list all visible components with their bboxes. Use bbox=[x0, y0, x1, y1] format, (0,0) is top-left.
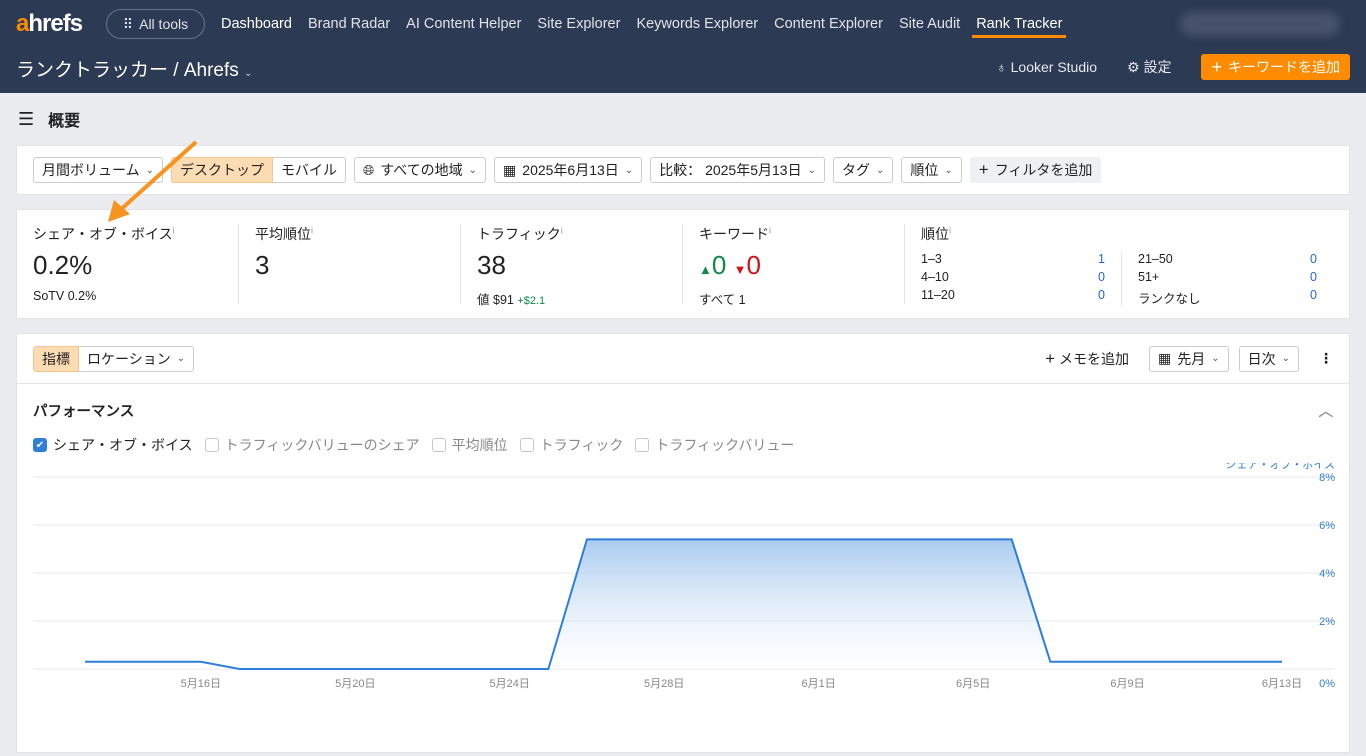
checkbox-icon bbox=[635, 438, 650, 452]
calendar-icon: ▦ bbox=[503, 161, 517, 178]
collapse-icon[interactable]: ︿ bbox=[1318, 404, 1334, 420]
series-area bbox=[85, 539, 1282, 669]
location-dropdown[interactable]: 🌐︎ すべての地域 ⌄ bbox=[353, 157, 487, 183]
plus-icon: + bbox=[978, 160, 989, 179]
info-icon: i bbox=[560, 225, 563, 236]
checkbox-icon: ✔ bbox=[33, 438, 47, 452]
ahrefs-logo[interactable]: ahrefs bbox=[16, 10, 83, 37]
stat-average-position: 平均順位i 3 bbox=[239, 224, 461, 304]
page-title: 概要 bbox=[48, 113, 81, 130]
annotation-arrow-icon bbox=[108, 140, 198, 222]
info-icon: i bbox=[172, 225, 175, 236]
device-toggle: デスクトップ モバイル bbox=[170, 157, 346, 183]
nav-item[interactable]: Keywords Explorer bbox=[636, 16, 759, 32]
add-keyword-button[interactable]: + キーワードを追加 bbox=[1201, 54, 1350, 80]
metric-checkbox[interactable]: トラフィック bbox=[519, 435, 623, 455]
x-tick-label: 6月9日 bbox=[1110, 678, 1144, 690]
down-arrow-icon: ▼ bbox=[733, 262, 747, 277]
all-tools-button[interactable]: ⠿ All tools bbox=[106, 9, 205, 39]
x-tick-label: 5月20日 bbox=[335, 678, 375, 690]
nav-item[interactable]: Brand Radar bbox=[307, 16, 391, 32]
plus-icon: + bbox=[1211, 56, 1222, 77]
y-tick-label: 4% bbox=[1319, 568, 1335, 580]
info-icon: i bbox=[769, 225, 771, 236]
stat-traffic: トラフィックi 38 値 $91 +$2.1 bbox=[461, 224, 683, 307]
metric-checkbox[interactable]: トラフィックバリューのシェア bbox=[204, 435, 420, 455]
settings-button[interactable]: ⚙ 設定 bbox=[1127, 59, 1172, 75]
desktop-tab[interactable]: デスクトップ bbox=[170, 157, 273, 183]
date-picker[interactable]: ▦ 2025年6月13日 ⌄ bbox=[494, 157, 643, 183]
position-row[interactable]: ランクなし 0 bbox=[1138, 288, 1317, 306]
position-row[interactable]: 1–3 1 bbox=[921, 252, 1105, 266]
account-menu-blurred[interactable] bbox=[1180, 12, 1340, 36]
stat-keywords: キーワードi ▲0 ▼0 すべて 1 bbox=[683, 224, 905, 307]
main-nav: Dashboard Brand Radar AI Content Helper Sit… bbox=[221, 16, 1067, 38]
info-icon: i bbox=[949, 225, 951, 236]
looker-studio-link[interactable]: ♁ Looker Studio bbox=[996, 59, 1098, 75]
y-tick-label: 0% bbox=[1319, 678, 1335, 690]
nav-item[interactable]: Rank Tracker bbox=[972, 16, 1067, 38]
top-bar: ahrefs ⠿ All tools Dashboard Brand Radar AI… bbox=[0, 0, 1366, 93]
stat-share-of-voice: シェア・オブ・ボイスi 0.2% SoTV 0.2% bbox=[33, 224, 239, 304]
position-row[interactable]: 21–50 0 bbox=[1138, 252, 1317, 266]
metric-checkbox[interactable]: トラフィックバリュー bbox=[635, 435, 794, 455]
performance-title: パフォーマンス bbox=[33, 404, 135, 420]
more-icon[interactable]: ⋮ bbox=[1319, 350, 1333, 366]
up-arrow-icon: ▲ bbox=[699, 262, 712, 277]
breadcrumb-tool[interactable]: ランクトラッカー bbox=[16, 60, 169, 81]
calendar-icon: ▦ bbox=[1157, 350, 1172, 366]
series-line bbox=[85, 538, 1282, 670]
y-tick-label: 8% bbox=[1319, 472, 1335, 484]
mobile-tab[interactable]: モバイル bbox=[272, 157, 346, 183]
x-tick-label: 5月28日 bbox=[644, 678, 684, 690]
x-tick-label: 6月5日 bbox=[956, 678, 990, 690]
page-header: ☰ 概要 bbox=[0, 93, 1366, 145]
interval-dropdown[interactable]: 日次 ⌄ bbox=[1238, 345, 1299, 372]
breadcrumb: ランクトラッカー / Ahrefs ⌄ bbox=[16, 55, 252, 82]
position-row[interactable]: 4–10 0 bbox=[921, 270, 1105, 284]
project-selector[interactable]: Ahrefs ⌄ bbox=[183, 60, 253, 81]
x-tick-label: 5月24日 bbox=[490, 678, 530, 690]
metric-checkbox[interactable]: ✔ シェア・オブ・ボイス bbox=[33, 435, 193, 455]
globe-icon: 🌐︎ bbox=[362, 161, 375, 178]
x-tick-label: 5月16日 bbox=[181, 678, 221, 690]
nav-item[interactable]: Content Explorer bbox=[774, 16, 883, 32]
chart-panel: 指標 ロケーション ⌄ + メモを追加 ▦ 先月 ⌄ 日次 ⌄ ⋮ パフォーマンス ︿ ✔… bbox=[16, 333, 1350, 753]
period-dropdown[interactable]: ▦ 先月 ⌄ bbox=[1148, 345, 1229, 372]
y-tick-label: 2% bbox=[1319, 616, 1335, 628]
gear-icon: ⚙ bbox=[1127, 59, 1140, 75]
checkbox-icon bbox=[431, 438, 446, 452]
metric-checkbox[interactable]: 平均順位 bbox=[431, 435, 508, 455]
add-filter-button[interactable]: + フィルタを追加 bbox=[969, 157, 1102, 183]
position-dropdown[interactable]: 順位 ⌄ bbox=[901, 157, 962, 183]
add-note-button[interactable]: + メモを追加 bbox=[1045, 348, 1129, 368]
nav-item[interactable]: Site Explorer bbox=[537, 16, 621, 32]
y-tick-label: 6% bbox=[1319, 520, 1335, 532]
info-icon: i bbox=[311, 225, 313, 236]
nav-item[interactable]: AI Content Helper bbox=[406, 16, 522, 32]
x-tick-label: 6月1日 bbox=[802, 678, 836, 690]
menu-icon[interactable]: ☰ bbox=[18, 108, 35, 129]
metrics-tab[interactable]: 指標 bbox=[33, 345, 79, 372]
filter-bar: 月間ボリューム ⌄ デスクトップ モバイル 🌐︎ すべての地域 ⌄ ▦ 2025年6月1… bbox=[16, 145, 1350, 195]
nav-item[interactable]: Site Audit bbox=[898, 16, 961, 32]
checkbox-icon bbox=[519, 438, 534, 452]
looker-icon: ♁ bbox=[996, 59, 1007, 75]
sov-chart: シェア・オブ・ボイス 0% 2% 4% 6% 8% 5月16日 5月20日 5月24日 5月28日… bbox=[33, 463, 1335, 690]
compare-dropdown[interactable]: 比較： 2025年5月13日 ⌄ bbox=[650, 157, 825, 183]
volume-dropdown[interactable]: 月間ボリューム ⌄ bbox=[33, 157, 163, 183]
tags-dropdown[interactable]: タグ ⌄ bbox=[832, 157, 894, 183]
breadcrumb-separator: / bbox=[173, 60, 179, 81]
x-tick-label: 6月13日 bbox=[1262, 678, 1302, 690]
checkbox-icon bbox=[204, 438, 219, 452]
position-row[interactable]: 51+ 0 bbox=[1138, 270, 1317, 284]
series-label: シェア・オブ・ボイス bbox=[1225, 463, 1335, 471]
nav-item[interactable]: Dashboard bbox=[221, 16, 292, 32]
stat-positions: 順位i 1–3 1 4–10 0 11–20 0 21–50 0 51+ 0 ランクなし 0 bbox=[905, 224, 1333, 306]
position-row[interactable]: 11–20 0 bbox=[921, 288, 1105, 302]
location-tab[interactable]: ロケーション ⌄ bbox=[79, 345, 195, 372]
stats-panel: シェア・オブ・ボイスi 0.2% SoTV 0.2% 平均順位i 3 トラフィッ… bbox=[16, 209, 1350, 319]
grid-icon: ⠿ bbox=[122, 15, 134, 32]
